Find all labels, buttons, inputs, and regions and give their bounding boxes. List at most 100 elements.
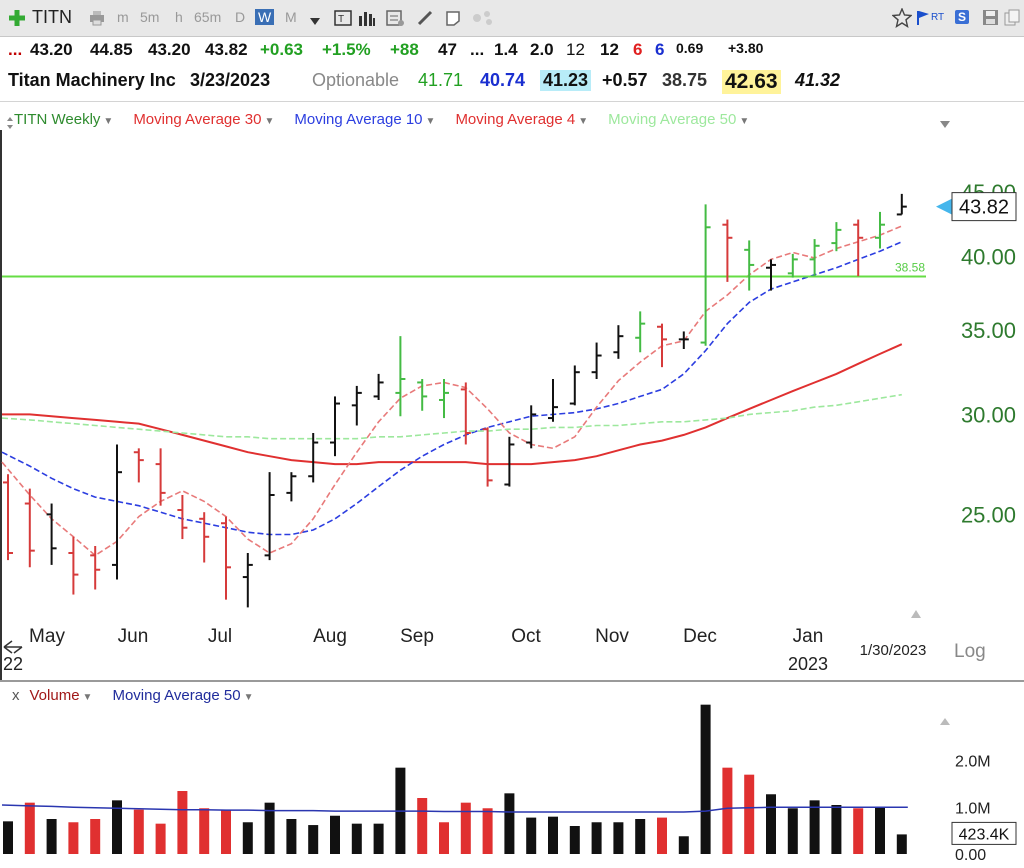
chevron-down-icon[interactable]: ▼ xyxy=(578,116,589,127)
legend-entry[interactable]: Moving Average 50 ▼ xyxy=(608,111,759,128)
volume-bar[interactable] xyxy=(46,819,57,854)
print-icon[interactable] xyxy=(88,10,106,31)
ohlc-bar[interactable] xyxy=(526,405,537,449)
volume-bar[interactable] xyxy=(460,802,471,854)
volume-bar[interactable] xyxy=(787,808,798,854)
volume-chart[interactable]: 0.00 1.0M 2.0M 423.4K xyxy=(0,682,1024,868)
legend-collapse-icon[interactable] xyxy=(7,116,13,134)
volume-bar[interactable] xyxy=(417,798,428,854)
volume-bar[interactable] xyxy=(482,808,493,854)
ohlc-bar[interactable] xyxy=(853,219,864,277)
volume-bar[interactable] xyxy=(635,819,646,854)
ohlc-bar[interactable] xyxy=(46,503,57,565)
price-chart[interactable]: 38.58 25.0030.0035.0040.0045.0043.82MayJ… xyxy=(0,120,1024,680)
scroll-up-icon[interactable] xyxy=(911,610,921,618)
copy-icon[interactable] xyxy=(1004,9,1020,31)
interval-d[interactable]: D xyxy=(235,9,246,25)
ohlc-bar[interactable] xyxy=(330,396,340,457)
ohlc-bar[interactable] xyxy=(875,211,885,249)
interval-65m[interactable]: 65m xyxy=(194,9,222,25)
ohlc-bar[interactable] xyxy=(482,427,493,487)
legend-entry[interactable]: TITN Weekly ▼ xyxy=(14,111,123,128)
legend-entry[interactable]: x xyxy=(12,687,20,704)
volume-bar[interactable] xyxy=(439,822,449,854)
volume-bar[interactable] xyxy=(221,809,231,854)
ohlc-bar[interactable] xyxy=(3,474,13,561)
bars-icon[interactable] xyxy=(358,10,376,31)
interval-dropdown-icon[interactable] xyxy=(310,13,320,31)
ohlc-bar[interactable] xyxy=(90,545,101,590)
volume-bar[interactable] xyxy=(678,836,689,854)
ohlc-bar[interactable] xyxy=(744,240,755,291)
ohlc-bar[interactable] xyxy=(635,311,646,353)
volume-bar[interactable] xyxy=(133,809,144,854)
ohlc-bar[interactable] xyxy=(722,219,733,282)
ohlc-bar[interactable] xyxy=(112,444,122,580)
interval-w[interactable]: W xyxy=(255,9,275,25)
volume-bar[interactable] xyxy=(286,819,297,854)
indicators-icon[interactable] xyxy=(386,9,404,32)
ohlc-bar[interactable] xyxy=(221,516,231,600)
ohlc-bar[interactable] xyxy=(24,488,35,568)
volume-bar[interactable] xyxy=(744,774,755,854)
chevron-down-icon[interactable]: ▼ xyxy=(243,692,254,703)
ohlc-bar[interactable] xyxy=(373,373,384,400)
ohlc-bar[interactable] xyxy=(351,385,362,426)
volume-bar[interactable] xyxy=(809,800,820,854)
volume-bar[interactable] xyxy=(853,808,864,854)
volume-bar[interactable] xyxy=(504,793,515,854)
chevron-down-icon[interactable]: ▼ xyxy=(425,116,436,127)
ohlc-bar[interactable] xyxy=(417,379,428,411)
chevron-down-icon[interactable]: ▼ xyxy=(103,116,114,127)
volume-bar[interactable] xyxy=(526,817,537,854)
volume-bar[interactable] xyxy=(112,800,122,854)
ohlc-bar[interactable] xyxy=(395,336,406,417)
volume-bar[interactable] xyxy=(351,823,362,854)
volume-bar[interactable] xyxy=(569,826,580,854)
legend-entry[interactable]: Moving Average 50 ▼ xyxy=(112,687,263,704)
ohlc-bar[interactable] xyxy=(504,436,515,487)
ohlc-bar[interactable] xyxy=(264,472,275,561)
ohlc-bar[interactable] xyxy=(548,379,558,422)
volume-bar[interactable] xyxy=(24,802,35,854)
volume-bar[interactable] xyxy=(700,704,711,854)
volume-bar[interactable] xyxy=(875,807,885,854)
scroll-left-icon[interactable] xyxy=(3,640,23,654)
interval-5m[interactable]: 5m xyxy=(140,9,160,25)
ohlc-bar[interactable] xyxy=(896,193,907,216)
volume-bar[interactable] xyxy=(199,808,210,854)
ohlc-bar[interactable] xyxy=(286,472,297,502)
volume-bar[interactable] xyxy=(68,822,79,854)
save-icon[interactable] xyxy=(982,9,999,31)
volume-bar[interactable] xyxy=(657,817,667,854)
ohlc-bar[interactable] xyxy=(308,432,319,483)
ohlc-bar[interactable] xyxy=(133,448,144,483)
volume-bar[interactable] xyxy=(3,821,13,854)
volume-bar[interactable] xyxy=(90,819,101,854)
volume-bar[interactable] xyxy=(308,825,319,854)
s-badge[interactable]: S xyxy=(955,10,970,24)
ohlc-bar[interactable] xyxy=(787,253,798,278)
volume-bar[interactable] xyxy=(373,823,384,854)
legend-entry[interactable]: Volume ▼ xyxy=(30,687,103,704)
ohlc-bar[interactable] xyxy=(68,536,79,595)
volume-menu-icon[interactable] xyxy=(940,713,950,731)
alert-flag-icon[interactable] xyxy=(916,10,930,31)
volume-bar[interactable] xyxy=(591,822,602,854)
volume-bar[interactable] xyxy=(177,791,188,854)
chart-type-icon[interactable]: T xyxy=(334,9,352,32)
interval-m[interactable]: m xyxy=(117,9,129,25)
draw-pencil-icon[interactable] xyxy=(416,9,434,32)
ohlc-bar[interactable] xyxy=(809,239,820,277)
legend-entry[interactable]: Moving Average 10 ▼ xyxy=(294,111,445,128)
volume-bar[interactable] xyxy=(330,815,340,854)
ohlc-bar[interactable] xyxy=(831,222,842,252)
share-icon[interactable] xyxy=(472,9,494,32)
ohlc-bar[interactable] xyxy=(657,323,667,368)
legend-entry[interactable]: Moving Average 4 ▼ xyxy=(455,111,598,128)
volume-bar[interactable] xyxy=(613,822,624,854)
interval-h[interactable]: h xyxy=(175,9,183,25)
ohlc-bar[interactable] xyxy=(766,259,776,291)
ohlc-bar[interactable] xyxy=(242,553,253,608)
symbol-input[interactable]: TITN xyxy=(32,7,72,27)
